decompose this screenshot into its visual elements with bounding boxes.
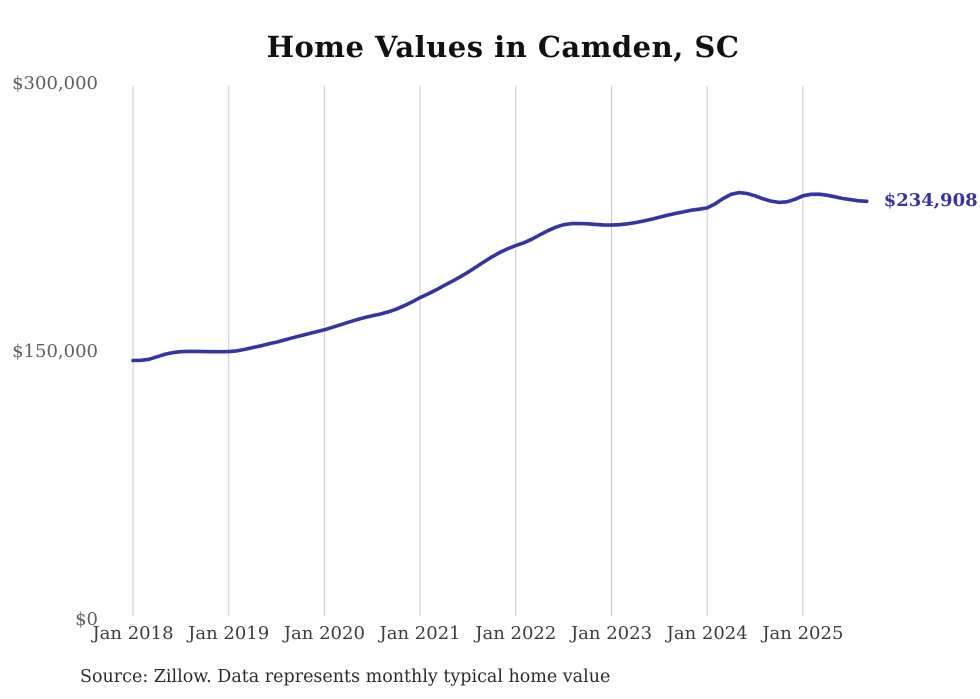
x-tick-label: Jan 2024	[666, 623, 748, 644]
final-value-label: $234,908	[883, 190, 978, 212]
vertical-gridlines	[132, 86, 804, 616]
x-tick-label: Jan 2022	[475, 623, 557, 644]
y-tick-label: $150,000	[12, 341, 98, 362]
x-tick-label: Jan 2021	[379, 623, 461, 644]
x-tick-label: Jan 2018	[92, 623, 174, 644]
y-tick-label: $0	[75, 609, 98, 630]
x-tick-label: Jan 2020	[283, 623, 365, 644]
x-tick-label: Jan 2023	[570, 623, 653, 644]
y-tick-label: $300,000	[12, 73, 98, 94]
source-note: Source: Zillow. Data represents monthly …	[80, 667, 611, 687]
x-tick-label: Jan 2025	[762, 623, 844, 644]
chart-title: Home Values in Camden, SC	[266, 30, 740, 64]
home-value-line-series	[131, 190, 869, 363]
x-tick-label: Jan 2019	[188, 623, 270, 644]
